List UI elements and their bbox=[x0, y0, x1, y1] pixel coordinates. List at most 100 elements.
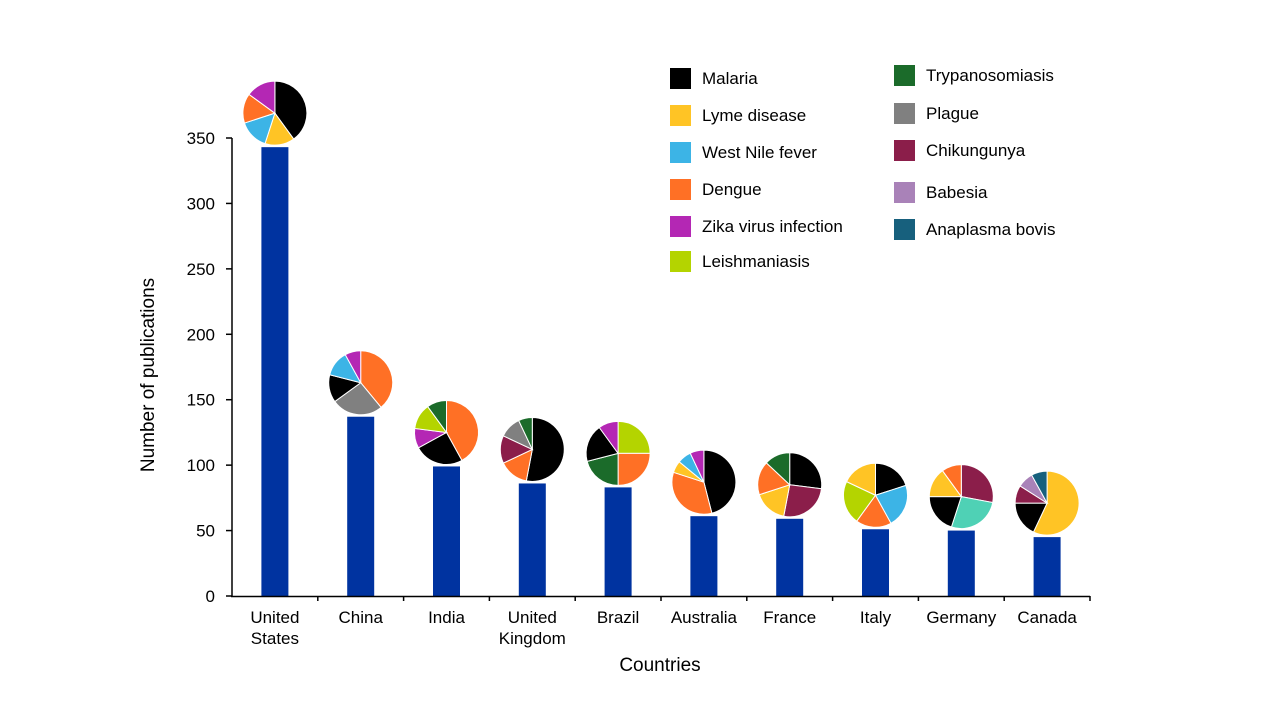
pie-slice bbox=[1032, 470, 1080, 536]
legend-swatch bbox=[894, 140, 915, 161]
pie-slice bbox=[789, 452, 823, 490]
pie-chart bbox=[928, 464, 994, 530]
bar bbox=[690, 516, 718, 596]
legend-item: Trypanosomiasis bbox=[894, 65, 1054, 86]
pie-chart bbox=[499, 416, 565, 482]
legend-label: Malaria bbox=[702, 69, 758, 88]
bar bbox=[518, 483, 546, 596]
legend-item: Lyme disease bbox=[670, 105, 806, 126]
pie-slice bbox=[950, 495, 994, 530]
pie-slice bbox=[446, 399, 479, 462]
legend-item: Malaria bbox=[670, 68, 758, 89]
pie-slice bbox=[874, 484, 908, 524]
legend-label: Zika virus infection bbox=[702, 217, 843, 236]
pie-slice bbox=[703, 449, 737, 514]
pie-slice bbox=[689, 449, 705, 483]
legend-label: Lyme disease bbox=[702, 106, 806, 125]
y-tick-label: 150 bbox=[187, 391, 215, 410]
pie-slice bbox=[617, 420, 651, 454]
pie-slice bbox=[518, 416, 533, 450]
x-tick-label: Australia bbox=[671, 608, 738, 627]
pie-slice bbox=[765, 452, 791, 486]
y-tick-label: 350 bbox=[187, 129, 215, 148]
y-tick-label: 250 bbox=[187, 260, 215, 279]
bar bbox=[261, 147, 289, 596]
legend-label: Babesia bbox=[926, 183, 988, 202]
x-tick-label: Italy bbox=[860, 608, 892, 627]
legend-swatch bbox=[894, 182, 915, 203]
bar bbox=[433, 466, 460, 596]
y-tick-label: 100 bbox=[187, 456, 215, 475]
legend-swatch bbox=[670, 142, 691, 163]
pie-slice bbox=[426, 399, 447, 434]
pie-slice bbox=[845, 462, 876, 497]
bar bbox=[1033, 537, 1061, 596]
pie-slice bbox=[1031, 470, 1048, 504]
bar bbox=[604, 487, 632, 596]
legend-item: Zika virus infection bbox=[670, 216, 843, 237]
y-tick-label: 300 bbox=[187, 194, 215, 213]
y-tick-label: 0 bbox=[206, 587, 215, 606]
legend-item: West Nile fever bbox=[670, 142, 817, 163]
y-tick-label: 50 bbox=[196, 522, 215, 541]
pie-chart bbox=[242, 80, 308, 146]
legend-item: Plague bbox=[894, 103, 979, 124]
legend-item: Babesia bbox=[894, 182, 988, 203]
legend-item: Dengue bbox=[670, 179, 762, 200]
legend-swatch bbox=[670, 179, 691, 200]
x-tick-label: United Kingdom bbox=[499, 608, 566, 648]
legend-label: Anaplasma bovis bbox=[926, 220, 1055, 239]
legend-label: Dengue bbox=[702, 180, 762, 199]
pie-slice bbox=[525, 416, 565, 482]
legend-swatch bbox=[670, 105, 691, 126]
legend-item: Leishmaniasis bbox=[670, 251, 810, 272]
pie-slice bbox=[248, 80, 276, 115]
pie-slice bbox=[928, 496, 962, 528]
x-tick-label: Brazil bbox=[597, 608, 640, 627]
pie-slice bbox=[783, 484, 823, 518]
x-tick-label: Canada bbox=[1017, 608, 1077, 627]
legend-item: Anaplasma bovis bbox=[894, 219, 1055, 240]
legend-swatch bbox=[894, 103, 915, 124]
x-tick-label: Germany bbox=[926, 608, 996, 627]
pie-slice bbox=[960, 464, 994, 504]
legend-swatch bbox=[670, 216, 691, 237]
legend-label: Plague bbox=[926, 104, 979, 123]
pie-chart bbox=[585, 420, 651, 486]
bar bbox=[862, 529, 889, 596]
pie-slice bbox=[598, 420, 619, 455]
legend-swatch bbox=[670, 68, 691, 89]
pie-slice bbox=[586, 452, 619, 486]
legend-label: Chikungunya bbox=[926, 141, 1026, 160]
pie-slice bbox=[585, 426, 619, 462]
x-tick-label: China bbox=[338, 608, 383, 627]
pie-chart bbox=[843, 462, 908, 528]
pie-slice bbox=[941, 464, 962, 499]
pie-slice bbox=[360, 350, 394, 409]
bar bbox=[947, 530, 975, 596]
pie-chart bbox=[414, 399, 479, 465]
legend-swatch bbox=[670, 251, 691, 272]
pie-chart bbox=[328, 350, 394, 416]
legend-item: Chikungunya bbox=[894, 140, 1026, 161]
legend-swatch bbox=[894, 65, 915, 86]
legend-label: Leishmaniasis bbox=[702, 252, 810, 271]
x-tick-label: France bbox=[763, 608, 816, 627]
y-axis-title: Number of publications bbox=[138, 278, 159, 472]
x-ticks-layer: United States China India United Kingdom Brazi… bbox=[250, 596, 1091, 648]
legend-label: West Nile fever bbox=[702, 143, 817, 162]
pie-slice bbox=[344, 350, 362, 383]
legend: Malaria Lyme disease West Nile fever Dengue… bbox=[670, 65, 1055, 272]
bar bbox=[776, 518, 804, 596]
x-tick-label: United States bbox=[250, 608, 299, 648]
y-tick-label: 200 bbox=[187, 325, 215, 344]
legend-swatch bbox=[894, 219, 915, 240]
pie-slice bbox=[875, 462, 907, 496]
bars-layer bbox=[261, 147, 1061, 596]
pie-slice bbox=[274, 80, 308, 140]
pies-layer bbox=[242, 80, 1080, 536]
x-tick-label: India bbox=[428, 608, 465, 627]
x-axis-title: Countries bbox=[619, 655, 700, 676]
pie-slice bbox=[617, 452, 651, 486]
